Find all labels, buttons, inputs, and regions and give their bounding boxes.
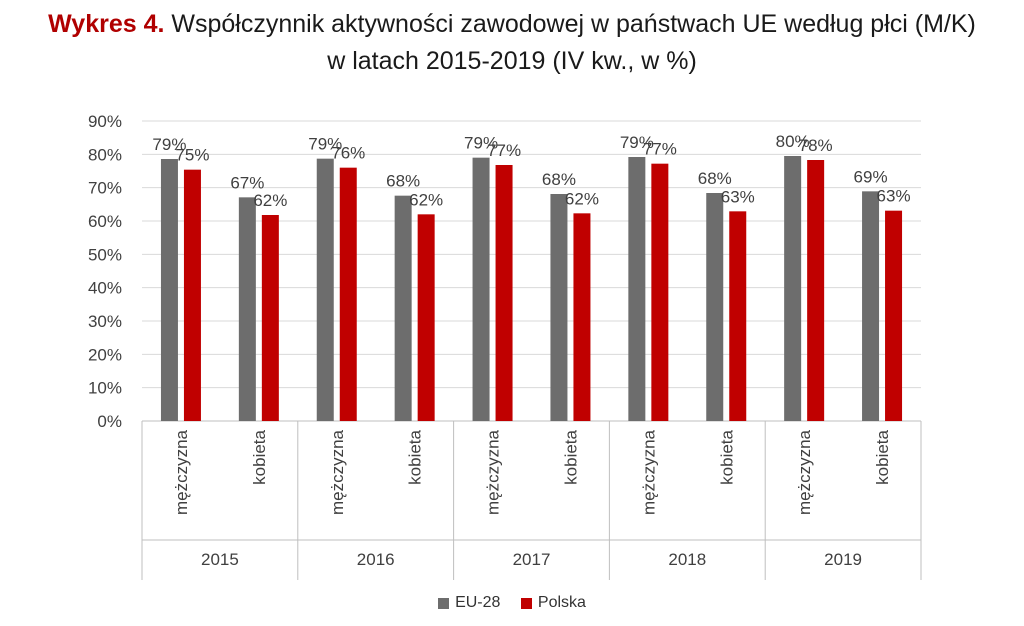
data-label: 76% [331,144,365,163]
bar [729,211,747,421]
legend-item-polska: Polska [520,594,586,612]
bar [495,165,513,421]
y-tick-label: 10% [88,379,122,398]
chart-title-prefix: Wykres 4. [48,10,165,38]
chart-title-line-1: Wykres 4. Współczynnik aktywności zawodo… [0,6,1024,43]
data-label: 79% [464,134,498,153]
x-tick-label: kobieta [406,429,425,484]
bar [784,156,802,421]
x-tick-label: kobieta [250,429,269,484]
data-label: 68% [386,172,420,191]
bar [339,167,357,421]
data-label: 67% [230,173,264,192]
bar [885,210,903,421]
data-label: 79% [308,135,342,154]
bar [183,169,201,421]
data-label: 75% [175,146,209,165]
data-label: 80% [776,132,810,151]
data-label: 68% [542,170,576,189]
bar [160,159,178,421]
y-tick-label: 90% [88,112,122,131]
data-label: 62% [565,189,599,208]
data-label: 77% [643,140,677,159]
legend-label-eu28: EU-28 [455,594,501,611]
group-label: 2016 [357,550,395,569]
data-label: 79% [620,133,654,152]
x-tick-label: kobieta [873,429,892,484]
y-tick-label: 0% [97,412,122,431]
y-tick-label: 40% [88,279,122,298]
data-label: 63% [721,187,755,206]
data-label: 77% [487,141,521,160]
bar [706,193,724,421]
data-label: 62% [253,191,287,210]
bar [651,163,669,421]
legend-label-polska: Polska [537,594,586,611]
bar [261,215,279,421]
y-tick-label: 60% [88,212,122,231]
group-label: 2017 [513,550,551,569]
legend-swatch-eu28 [438,597,450,609]
group-label: 2015 [201,550,239,569]
bar [394,195,412,421]
bar [238,197,256,421]
chart-title-line-2: w latach 2015-2019 (IV kw., w %) [327,47,697,75]
y-tick-label: 80% [88,145,122,164]
bar [550,194,568,421]
y-tick-label: 70% [88,179,122,198]
data-label: 63% [877,187,911,206]
bar [573,213,591,421]
data-label: 68% [698,169,732,188]
bar [417,214,435,421]
data-label: 79% [152,135,186,154]
chart-title-text: Współczynnik aktywności zawodowej w pańs… [171,10,976,38]
bar [472,157,490,421]
data-label: 69% [854,167,888,186]
x-tick-label: kobieta [717,429,736,484]
bar [862,191,880,421]
x-tick-label: mężczyzna [172,429,191,515]
legend-swatch-polska [520,597,532,609]
bar [316,158,334,421]
group-label: 2019 [824,550,862,569]
x-tick-label: mężczyzna [639,429,658,515]
legend-item-eu28: EU-28 [438,594,500,612]
x-tick-label: mężczyzna [795,429,814,515]
bar [628,157,646,421]
data-label: 78% [799,136,833,155]
x-tick-label: kobieta [561,429,580,484]
chart-title: Wykres 4. Współczynnik aktywności zawodo… [0,6,1024,80]
bar [807,160,825,421]
x-tick-label: mężczyzna [484,429,503,515]
x-tick-label: mężczyzna [328,429,347,515]
data-label: 62% [409,190,443,209]
y-tick-label: 50% [88,245,122,264]
y-tick-label: 30% [88,312,122,331]
legend: EU-28 Polska [0,594,1024,614]
group-label: 2018 [668,550,706,569]
y-tick-label: 20% [88,345,122,364]
